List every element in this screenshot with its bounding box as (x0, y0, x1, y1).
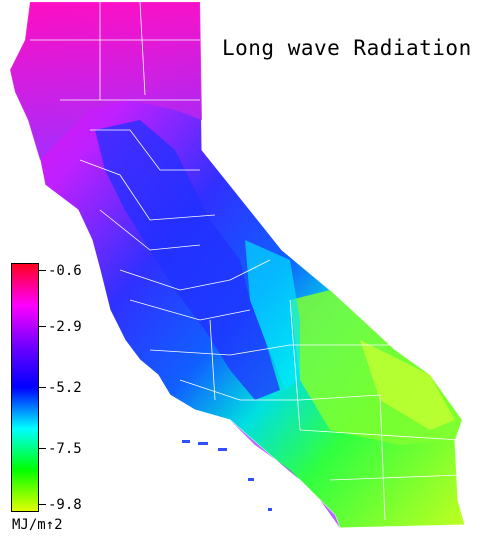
colorbar-tick (38, 270, 46, 271)
desert-east (360, 340, 455, 430)
colorbar-tick (38, 387, 46, 388)
colorbar-tick-label: -0.6 (48, 263, 82, 279)
northern-region (10, 2, 202, 160)
south-coast (230, 420, 340, 528)
colorbar (11, 263, 39, 512)
map-title: Long wave Radiation (222, 36, 472, 60)
colorbar-tick-label: -9.8 (48, 497, 82, 513)
colorbar-tick-label: -5.2 (48, 380, 82, 396)
colorbar-tick (38, 326, 46, 327)
colorbar-units: MJ/m↑2 (12, 517, 63, 533)
colorbar-tick-label: -2.9 (48, 319, 82, 335)
central-valley (95, 120, 280, 400)
channel-islands (182, 440, 272, 511)
county-boundaries (30, 1, 461, 521)
colorbar-tick (38, 448, 46, 449)
sierra-transition (245, 240, 300, 390)
colorbar-tick (38, 504, 46, 505)
colorbar-tick-label: -7.5 (48, 441, 82, 457)
